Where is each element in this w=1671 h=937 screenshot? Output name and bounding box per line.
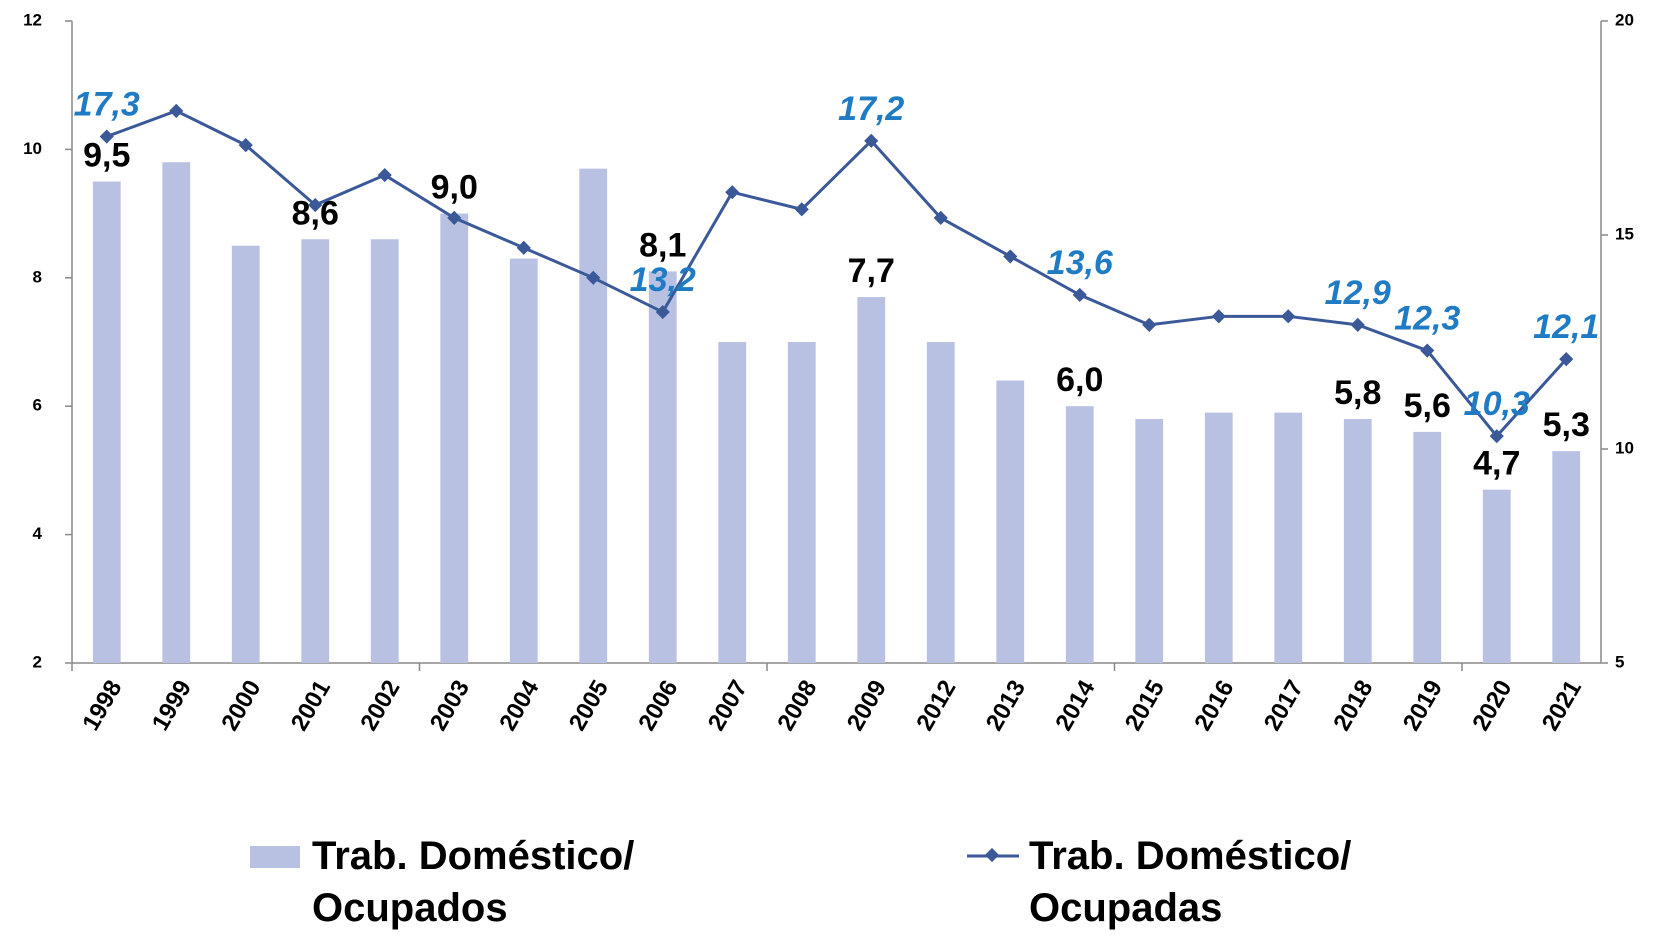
line-marker (1559, 352, 1574, 367)
line-marker (586, 270, 601, 285)
bar (996, 380, 1025, 663)
x-tick-label: 2018 (1328, 676, 1378, 736)
x-tick-label: 2001 (286, 676, 336, 736)
line-marker (655, 304, 670, 320)
x-tick-label: 2019 (1398, 676, 1448, 736)
line-value-label: 12,1 (1533, 308, 1599, 346)
y-tick-label: 12 (23, 10, 42, 29)
y2-tick-label: 15 (1615, 224, 1634, 243)
x-tick-label: 2014 (1050, 675, 1100, 735)
bar-value-label: 6,0 (1056, 361, 1103, 399)
bar (301, 239, 330, 663)
bar (92, 181, 121, 663)
bar (1274, 412, 1303, 663)
x-tick-label: 2016 (1189, 676, 1239, 736)
x-tick-label: 2015 (1120, 676, 1170, 736)
line-marker (1350, 317, 1365, 332)
x-tick-label: 2003 (425, 676, 475, 736)
bar-value-label: 9,0 (431, 169, 478, 207)
x-tick-label: 2009 (842, 676, 892, 736)
x-tick-label: 2004 (494, 675, 544, 735)
line (106, 109, 1568, 439)
bar (579, 168, 608, 663)
x-tick-label: 2013 (981, 676, 1031, 736)
bar (857, 297, 886, 663)
line-marker (516, 240, 531, 255)
line-marker (1072, 287, 1087, 302)
bar (370, 239, 399, 663)
y-tick-label: 6 (33, 396, 42, 415)
bar (1343, 419, 1372, 663)
bar (231, 245, 260, 663)
line-value-label: 13,2 (630, 261, 696, 299)
legend-label: Trab. Doméstico/ Ocupadas (1029, 834, 1352, 930)
bar-value-label: 5,8 (1334, 374, 1381, 412)
bar (1204, 412, 1233, 663)
line-marker (238, 138, 253, 153)
x-tick-label: 1999 (147, 676, 197, 736)
x-tick-label: 2005 (564, 676, 614, 736)
line-value-label: 17,3 (74, 86, 140, 124)
bar (1135, 419, 1164, 663)
legend-label: Trab. Doméstico/ Ocupados (312, 834, 635, 930)
bar (648, 271, 677, 663)
bar-value-label: 5,3 (1543, 406, 1590, 444)
x-tick-label: 2008 (772, 676, 822, 736)
line-marker (1211, 309, 1226, 324)
bar (718, 342, 747, 663)
x-tick-label: 2012 (911, 676, 961, 736)
legend-swatch (967, 847, 1019, 863)
line-marker (1420, 343, 1435, 358)
line-marker (933, 210, 948, 225)
line-marker (794, 202, 809, 217)
line-marker (1489, 429, 1504, 444)
bar-value-label: 7,7 (848, 252, 895, 290)
line-value-label: 12,3 (1394, 300, 1460, 338)
x-tick-label: 2007 (703, 676, 753, 736)
x-tick-label: 2020 (1467, 676, 1517, 736)
line-value-label: 10,3 (1464, 385, 1530, 423)
bar (1065, 406, 1094, 663)
bar (926, 342, 955, 663)
y-tick-label: 4 (33, 524, 43, 543)
y2-tick-label: 5 (1615, 652, 1624, 671)
bar (1482, 489, 1511, 663)
bar (787, 342, 816, 663)
bar-value-label: 8,1 (639, 226, 686, 264)
x-tick-label: 2006 (633, 676, 683, 736)
bar (1552, 451, 1581, 663)
x-tick-label: 2021 (1537, 676, 1587, 736)
y2-tick-label: 10 (1615, 438, 1634, 457)
x-tick-label: 1998 (77, 676, 127, 736)
line-value-label: 17,2 (838, 90, 904, 128)
y2-tick-label: 20 (1615, 10, 1634, 29)
bar-value-label: 5,6 (1404, 387, 1451, 425)
bar (509, 258, 538, 663)
line-marker (308, 197, 323, 213)
y-tick-label: 2 (33, 652, 42, 671)
line-marker (1142, 317, 1157, 332)
bar-value-label: 4,7 (1473, 445, 1520, 483)
line-marker (864, 133, 879, 148)
legend-swatch (250, 846, 300, 868)
y-tick-label: 8 (33, 267, 42, 286)
line-marker (1281, 309, 1296, 324)
line-value-label: 12,9 (1325, 274, 1391, 312)
line-marker (447, 210, 462, 225)
line-marker (377, 168, 392, 183)
x-tick-label: 2000 (216, 676, 266, 736)
x-tick-label: 2017 (1259, 676, 1309, 736)
bar (1413, 431, 1442, 663)
line-value-label: 13,6 (1047, 244, 1114, 282)
line-marker (1003, 249, 1018, 264)
line-marker (169, 103, 184, 118)
line-marker (725, 185, 740, 200)
x-tick-label: 2002 (355, 676, 405, 736)
y-tick-label: 10 (23, 139, 42, 158)
bar (162, 162, 191, 664)
bar (440, 213, 469, 663)
